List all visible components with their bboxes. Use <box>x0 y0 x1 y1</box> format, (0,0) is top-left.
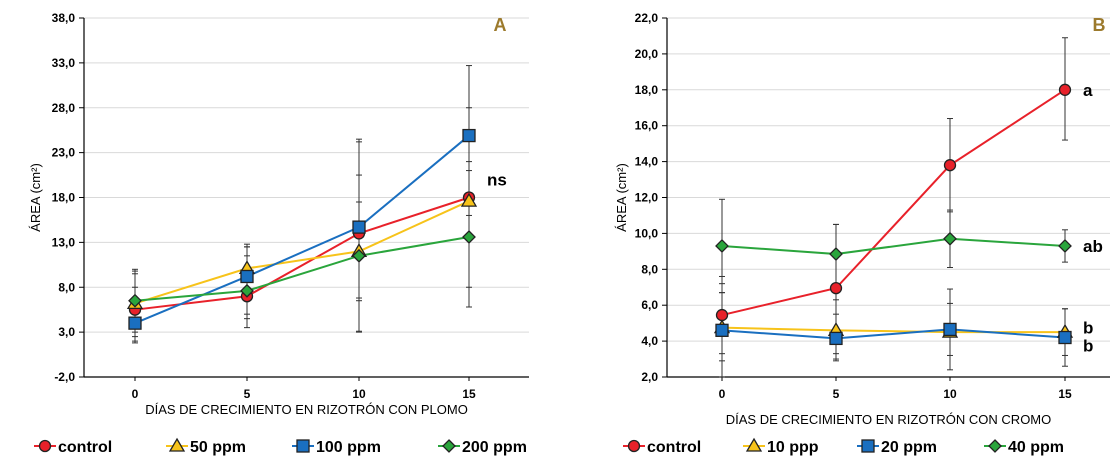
legend-label: 200 ppm <box>462 439 527 456</box>
data-point-40-ppm <box>1058 239 1072 253</box>
data-point-control <box>943 159 957 172</box>
y-tick-label: 4,0 <box>641 334 658 348</box>
legend-marker <box>38 439 52 453</box>
data-point-100-ppm <box>240 269 254 284</box>
y-tick-label: 20,0 <box>635 47 659 61</box>
data-point-40-ppm <box>943 231 957 246</box>
legend-marker <box>627 439 641 453</box>
y-tick-label: 13,0 <box>52 235 76 249</box>
y-axis-label: ÁREA (cm²) <box>614 163 629 232</box>
x-axis-label: DÍAS DE CRECIMIENTO EN RIZOTRÓN CON CROM… <box>726 412 1052 427</box>
significance-annotation: ab <box>1083 237 1103 256</box>
data-point-control <box>829 281 843 295</box>
y-tick-label: -2,0 <box>54 370 75 384</box>
series-line-40-ppm <box>721 237 1066 256</box>
data-point-20-ppm <box>829 331 843 346</box>
data-point-20-ppm <box>1058 330 1072 345</box>
data-point-100-ppm <box>352 220 366 234</box>
significance-annotation: b <box>1083 319 1093 338</box>
panel-letter: B <box>1093 15 1106 35</box>
legend-label: 100 ppm <box>316 439 381 456</box>
series-line-20-ppm <box>721 328 1066 340</box>
legend-label: control <box>647 439 701 456</box>
series-line-100-ppm <box>134 134 470 325</box>
legend: control 10 ppp 20 ppm 40 ppm <box>623 437 1064 456</box>
x-tick-label: 5 <box>833 387 840 401</box>
y-tick-label: 33,0 <box>52 56 76 70</box>
x-tick-label: 10 <box>943 387 957 401</box>
legend: control 50 ppm 100 ppm 200 ppm <box>34 437 527 456</box>
data-point-control <box>1058 83 1072 96</box>
chart-panel-a: -2,0 3,0 8,0 13,0 18,0 23,0 28,0 33,0 38,0 0 5 10 15… <box>28 11 529 456</box>
data-point-20-ppm <box>943 322 957 337</box>
series-line-200-ppm <box>134 236 470 302</box>
y-tick-label: 2,0 <box>641 370 658 384</box>
significance-annotation: ns <box>487 171 507 190</box>
data-point-40-ppm <box>715 239 729 253</box>
y-tick-label: 6,0 <box>641 298 658 312</box>
series-group <box>713 37 1074 378</box>
data-point-50-ppm <box>460 192 478 207</box>
data-point-40-ppm <box>829 247 843 261</box>
x-tick-label: 15 <box>1058 387 1072 401</box>
y-tick-label: 16,0 <box>635 119 659 133</box>
data-point-200-ppm <box>240 283 254 298</box>
legend-marker <box>168 437 186 452</box>
legend-marker <box>988 439 1002 453</box>
data-point-200-ppm <box>462 230 476 244</box>
y-tick-label: 38,0 <box>52 11 76 25</box>
legend-label: 40 ppm <box>1008 439 1064 456</box>
y-tick-label: 12,0 <box>635 191 659 205</box>
legend-marker <box>745 437 763 452</box>
series-line-10-ppp <box>721 326 1065 334</box>
data-point-100-ppm <box>128 316 142 330</box>
y-tick-label: 22,0 <box>635 11 659 25</box>
series-line-control <box>721 88 1066 317</box>
y-tick-label: 23,0 <box>52 146 76 160</box>
significance-annotation: b <box>1083 337 1093 356</box>
legend-marker <box>296 439 310 453</box>
legend-marker <box>861 439 875 453</box>
y-tick-label: 8,0 <box>641 262 658 276</box>
x-tick-label: 0 <box>719 387 726 401</box>
legend-marker <box>442 439 456 453</box>
significance-annotation: a <box>1083 81 1093 100</box>
data-point-20-ppm <box>715 323 729 337</box>
y-tick-label: 10,0 <box>635 226 659 240</box>
x-tick-label: 15 <box>462 387 476 401</box>
x-tick-label: 0 <box>132 387 139 401</box>
legend-label: 20 ppm <box>881 439 937 456</box>
panel-letter: A <box>494 15 507 35</box>
y-tick-label: 18,0 <box>635 83 659 97</box>
y-tick-label: 14,0 <box>635 155 659 169</box>
data-point-control <box>715 308 729 322</box>
y-tick-label: 18,0 <box>52 191 76 205</box>
data-point-100-ppm <box>462 128 476 143</box>
y-tick-label: 8,0 <box>58 280 75 294</box>
x-axis-label: DÍAS DE CRECIMIENTO EN RIZOTRÓN CON PLOM… <box>145 402 468 417</box>
y-tick-label: 3,0 <box>58 325 75 339</box>
y-axis-label: ÁREA (cm²) <box>28 163 43 232</box>
legend-label: control <box>58 439 112 456</box>
data-point-200-ppm <box>128 293 142 308</box>
x-tick-label: 5 <box>244 387 251 401</box>
legend-label: 10 ppp <box>767 439 819 456</box>
chart-panel-b: 2,0 4,0 6,0 8,0 10,0 12,0 14,0 16,0 18,0 20,0 22,0… <box>614 11 1110 456</box>
x-tick-label: 10 <box>352 387 366 401</box>
data-point-200-ppm <box>352 248 366 263</box>
series-line-50-ppm <box>134 200 470 305</box>
y-tick-label: 28,0 <box>52 101 76 115</box>
legend-label: 50 ppm <box>190 439 246 456</box>
series-group <box>126 65 478 344</box>
series-line-control <box>134 196 470 311</box>
